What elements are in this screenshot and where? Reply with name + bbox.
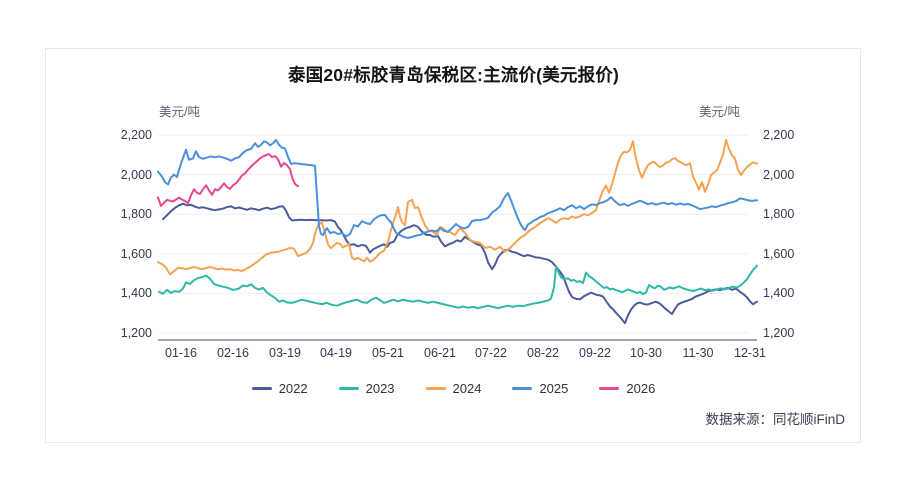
x-axis-label: 01-16: [165, 346, 197, 360]
legend-label: 2022: [278, 381, 308, 396]
legend-label: 2023: [365, 381, 395, 396]
legend-item-2024[interactable]: 2024: [425, 381, 482, 396]
series-line-2025: [157, 138, 758, 239]
x-axis-label: 06-21: [424, 346, 456, 360]
legend-item-2025[interactable]: 2025: [512, 381, 568, 396]
y-axis-unit-right: 美元/吨: [699, 105, 740, 119]
series-line-2022: [162, 202, 758, 325]
y-axis-label-left: 1,800: [120, 207, 152, 222]
x-axis-label: 12-31: [734, 346, 766, 360]
legend-item-2026[interactable]: 2026: [599, 381, 655, 396]
y-axis-label-right: 1,800: [763, 207, 795, 222]
legend-line-marker: [512, 387, 533, 390]
x-axis-label: 05-21: [372, 346, 404, 360]
x-axis-label: 04-19: [320, 346, 352, 360]
legend-item-2023[interactable]: 2023: [338, 381, 395, 396]
series-line-2023: [158, 264, 758, 310]
series-line-2026: [157, 153, 299, 207]
chart-title: 泰国20#标胶青岛保税区:主流价(美元报价): [287, 65, 620, 85]
legend-item-2022[interactable]: 2022: [251, 381, 308, 396]
series-line-2024: [157, 138, 758, 276]
y-axis-label-right: 1,600: [763, 246, 795, 261]
y-axis-label-left: 1,200: [120, 326, 152, 340]
chart-card: [45, 48, 861, 443]
legend-line-marker: [251, 387, 272, 390]
legend-line-marker: [599, 387, 620, 390]
x-axis-label: 11-30: [682, 346, 714, 360]
y-axis-label-right: 1,200: [763, 326, 795, 340]
x-axis-label: 03-19: [269, 346, 301, 360]
x-axis-label: 09-22: [579, 346, 611, 360]
y-axis-label-right: 2,000: [763, 167, 795, 182]
y-axis-label-right: 1,400: [763, 286, 795, 301]
y-axis-label-left: 1,600: [120, 246, 152, 261]
x-axis-label: 07-22: [475, 346, 507, 360]
y-axis-unit-left: 美元/吨: [159, 105, 200, 119]
chart-legend: 2022 2023 2024 2025 2026: [45, 381, 862, 396]
x-axis-label: 02-16: [217, 346, 249, 360]
legend-label: 2026: [626, 381, 656, 396]
x-axis-label: 10-30: [630, 346, 662, 360]
x-axis-label: 08-22: [527, 346, 559, 360]
y-axis-label-left: 2,200: [120, 128, 152, 142]
y-axis-label-left: 2,000: [120, 167, 152, 182]
data-source-note: 数据来源：同花顺iFinD: [705, 412, 845, 427]
y-axis-label-left: 1,400: [120, 286, 152, 301]
legend-line-marker: [425, 387, 446, 390]
legend-label: 2025: [539, 381, 569, 396]
y-axis-label-right: 2,200: [763, 128, 795, 142]
legend-label: 2024: [452, 381, 482, 396]
legend-line-marker: [338, 387, 359, 390]
